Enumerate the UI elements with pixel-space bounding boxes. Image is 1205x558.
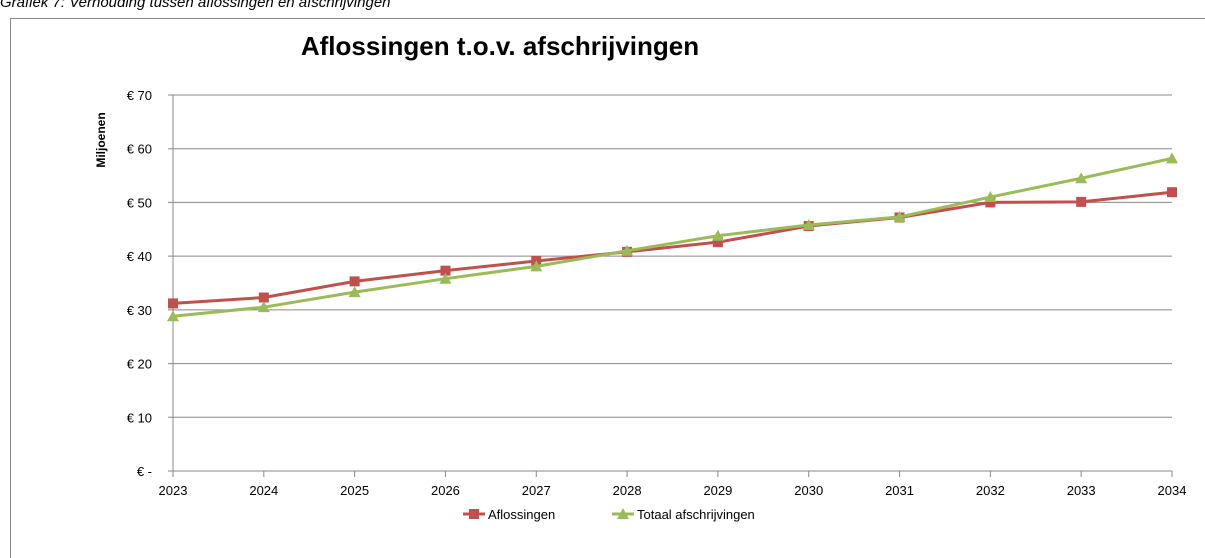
data-point [712,237,723,248]
data-point [1167,187,1177,198]
legend-marker [469,509,479,519]
series-line [172,190,1173,305]
x-tick-label: 2031 [885,483,914,498]
x-tick-label: 2034 [1158,483,1187,498]
y-tick-label: € 70 [127,88,152,103]
x-tick-label: 2024 [249,483,278,498]
y-tick-label: € 20 [127,357,152,372]
y-tick-label: € 50 [127,195,152,210]
x-tick-label: 2030 [794,483,823,498]
data-point [1075,172,1088,184]
data-point [893,210,906,222]
x-tick-label: 2025 [340,483,369,498]
caption: Grafiek 7: Verhouding tussen aflossingen… [0,0,391,11]
data-point [349,276,360,287]
x-tick-label: 2028 [613,483,642,498]
data-point [711,229,724,241]
data-point [348,286,361,298]
y-tick-label: € 60 [127,142,152,157]
y-tick-label: € 40 [127,249,152,264]
x-tick-label: 2032 [976,483,1005,498]
y-tick-label: € 30 [127,303,152,318]
data-point [257,301,270,313]
data-point [440,265,451,276]
x-tick-label: 2033 [1067,483,1096,498]
data-point [439,272,452,284]
y-axis-label: Miljoenen [94,112,108,167]
data-point [984,191,997,203]
data-point [168,298,178,309]
x-tick-label: 2029 [703,483,732,498]
data-point [258,292,269,303]
data-point [985,197,996,208]
chart-title: Aflossingen t.o.v. afschrijvingen [301,31,699,61]
y-tick-label: € - [137,464,152,479]
data-point [802,218,815,230]
y-tick-label: € 10 [127,410,152,425]
series-line [172,156,1173,318]
data-point [621,244,634,256]
data-point [167,310,179,322]
x-tick-label: 2023 [159,483,188,498]
data-point [530,260,543,272]
x-tick-label: 2026 [431,483,460,498]
x-tick-label: 2027 [522,483,551,498]
chart-frame [10,18,1205,558]
legend-marker [617,508,629,519]
data-point [1166,152,1178,164]
data-point [1076,196,1087,207]
legend-label: Totaal afschrijvingen [637,507,755,522]
legend-label: Aflossingen [488,507,555,522]
